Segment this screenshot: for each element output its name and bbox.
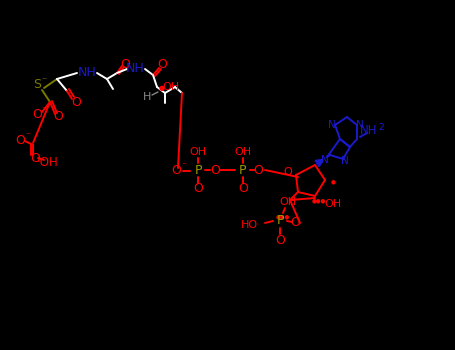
Text: P: P [276, 214, 284, 226]
Text: NH: NH [78, 66, 96, 79]
Text: O: O [253, 163, 263, 176]
Text: ⁻: ⁻ [41, 105, 46, 115]
Text: S: S [33, 78, 41, 91]
Text: OH: OH [324, 199, 342, 209]
Text: H: H [142, 92, 151, 102]
Text: O: O [238, 182, 248, 195]
Text: O: O [15, 133, 25, 147]
Text: O: O [283, 167, 292, 177]
Text: P: P [239, 163, 247, 176]
Text: ·OH: ·OH [37, 155, 59, 168]
Text: N: N [321, 155, 329, 165]
Text: P: P [194, 163, 202, 176]
Text: O: O [32, 107, 42, 120]
Text: O: O [193, 182, 203, 195]
Text: ⁻: ⁻ [41, 76, 46, 86]
Text: ⁻: ⁻ [25, 131, 30, 141]
Text: ●: ● [331, 180, 335, 184]
Text: N: N [356, 120, 364, 130]
Text: N: N [328, 120, 336, 130]
Text: O: O [275, 233, 285, 246]
Text: O: O [210, 163, 220, 176]
Text: ⁻: ⁻ [182, 161, 187, 171]
Text: O: O [120, 57, 130, 70]
Text: ●: ● [159, 85, 165, 91]
Text: OH: OH [162, 82, 180, 92]
Text: OH: OH [234, 147, 252, 157]
Text: NH: NH [126, 62, 144, 75]
Text: O: O [157, 58, 167, 71]
Text: O: O [30, 152, 40, 164]
Text: OH: OH [279, 197, 297, 207]
Text: 2: 2 [378, 122, 384, 132]
Text: ●●●: ●●● [312, 198, 326, 203]
Text: O: O [71, 96, 81, 108]
Text: O: O [53, 111, 63, 124]
Text: N: N [341, 156, 349, 166]
Text: O: O [290, 217, 300, 230]
Text: O: O [171, 163, 181, 176]
Text: OH: OH [189, 147, 207, 157]
Text: HO: HO [241, 220, 258, 230]
Text: ●●●: ●●● [276, 215, 290, 219]
Text: NH: NH [360, 125, 378, 138]
